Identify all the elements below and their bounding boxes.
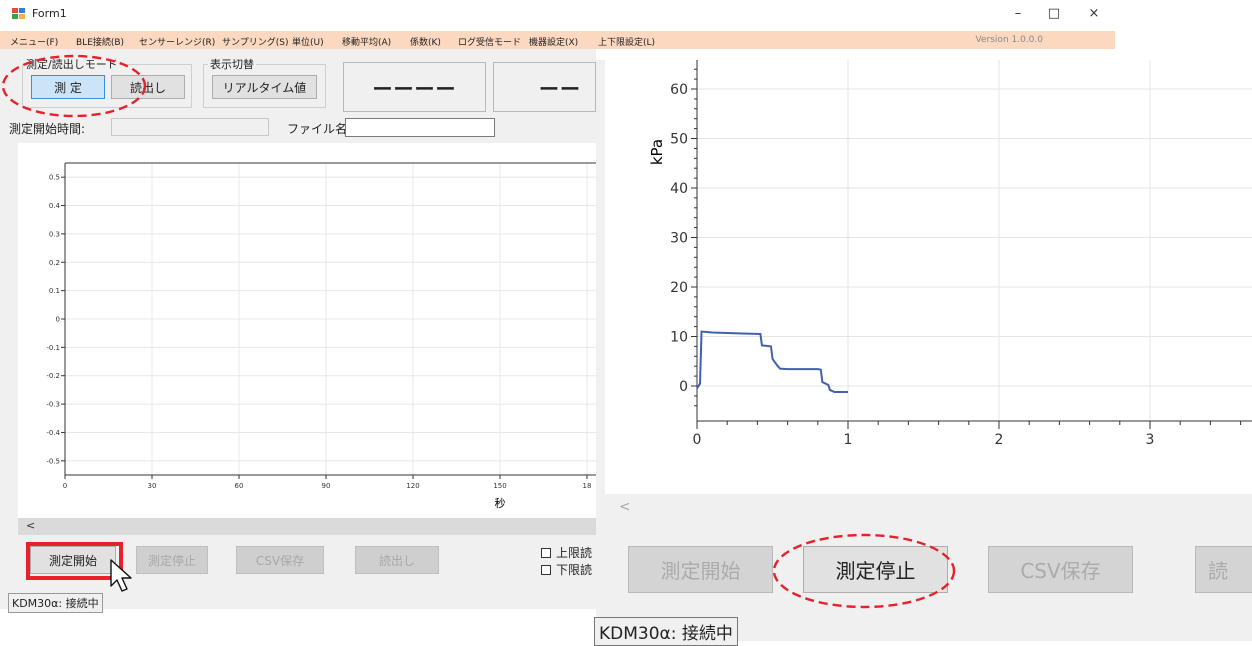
window-title: Form1 <box>32 7 67 20</box>
y-tick-label: 10 <box>670 330 688 346</box>
main-readout: ーーーー <box>343 62 486 112</box>
y-tick-label: 0.5 <box>49 174 60 182</box>
x-tick-label: 120 <box>406 482 419 490</box>
x-tick-label: 0 <box>63 482 67 490</box>
y-tick-label: -0.4 <box>46 429 60 437</box>
chart-scrollbar[interactable]: < <box>18 518 596 535</box>
upper-limit-label: 上限読 <box>556 546 593 560</box>
menu-item-unit[interactable]: 単位(U) <box>292 38 324 48</box>
start-time-field <box>111 118 269 136</box>
x-tick-label: 60 <box>235 482 244 490</box>
close-button[interactable]: × <box>1088 6 1100 21</box>
y-tick-label: 30 <box>670 231 688 247</box>
x-axis-label: 秒 <box>495 496 506 510</box>
menu-item-sampling[interactable]: サンプリング(S) <box>222 38 289 48</box>
y-tick-label: 0.4 <box>49 202 61 210</box>
checkbox-icon[interactable] <box>541 548 551 558</box>
zoom-chart-scrollbar[interactable]: < <box>605 494 1252 522</box>
menu-item-sensor-range[interactable]: センサーレンジ(R) <box>139 38 216 48</box>
connection-status: KDM30α: 接続中 <box>8 593 103 613</box>
stop-measure-button[interactable]: 測定停止 <box>136 546 208 574</box>
menu-item-moving-average[interactable]: 移動平均(A) <box>342 38 392 48</box>
y-tick-label: 0.3 <box>49 230 60 238</box>
csv-save-button[interactable]: CSV保存 <box>236 546 324 574</box>
scroll-left-icon[interactable]: < <box>619 499 631 515</box>
menu-bar: メニュー(F) BLE接続(B) センサーレンジ(R) サンプリング(S) 単位… <box>0 31 1115 49</box>
scroll-left-icon[interactable]: < <box>26 519 36 532</box>
y-tick-label: -0.1 <box>46 344 60 352</box>
minimize-button[interactable]: – <box>1014 6 1022 21</box>
x-tick-label: 150 <box>493 482 506 490</box>
time-chart: 0 30 60 90 120 150 18 0.5 0.4 0.3 0.2 0.1 0 -0.1 -0.2 -… <box>46 162 596 510</box>
y-tick-label: -0.5 <box>46 457 60 465</box>
start-time-label: 測定開始時間: <box>9 122 86 136</box>
y-tick-label: 0 <box>56 316 60 324</box>
upper-limit-checkbox[interactable]: 上限読 <box>541 544 592 561</box>
y-tick-label: 60 <box>670 82 688 98</box>
x-tick-label: 3 <box>1146 432 1155 448</box>
read-button-large[interactable]: 読 <box>1195 546 1252 593</box>
measure-mode-button[interactable]: 測 定 <box>31 75 105 99</box>
start-measure-button[interactable]: 測定開始 <box>30 546 116 574</box>
x-tick-label: 2 <box>995 432 1004 448</box>
menu-item-ble[interactable]: BLE接続(B) <box>76 38 125 48</box>
y-tick-label: 0 <box>679 379 688 395</box>
highlight-ellipse <box>772 533 956 609</box>
y-tick-label: 20 <box>670 280 688 296</box>
read-button[interactable]: 読出し <box>355 546 439 574</box>
pressure-chart: 0 1 2 3 60 50 40 30 20 10 0 kPa <box>648 60 1252 448</box>
menu-item-device-settings[interactable]: 機器設定(X) <box>529 38 579 48</box>
y-tick-label: -0.2 <box>46 372 60 380</box>
x-tick-label: 30 <box>148 482 157 490</box>
mode-group-label: 測定/読出しモード <box>24 56 120 72</box>
y-tick-label: -0.3 <box>46 401 60 409</box>
chart-panel: 0 30 60 90 120 150 18 0.5 0.4 0.3 0.2 0.1 0 -0.1 -0.2 -… <box>18 143 596 518</box>
y-axis-label: kPa <box>648 139 666 165</box>
y-tick-label: 40 <box>670 181 688 197</box>
file-name-input[interactable] <box>345 118 495 137</box>
checkbox-icon[interactable] <box>541 565 551 575</box>
start-measure-button-large[interactable]: 測定開始 <box>628 546 773 593</box>
y-tick-label: 0.2 <box>49 259 60 267</box>
menu-item-limit-settings[interactable]: 上下限設定(L) <box>598 38 656 48</box>
csv-save-button-large[interactable]: CSV保存 <box>988 546 1133 593</box>
lower-limit-label: 下限読 <box>556 563 593 577</box>
y-tick-label: 50 <box>670 132 688 148</box>
highlight-ellipse <box>1 54 147 118</box>
read-mode-button[interactable]: 読出し <box>111 75 185 99</box>
y-tick-label: 0.1 <box>49 287 60 295</box>
highlight-box <box>26 542 123 580</box>
menu-item-menu[interactable]: メニュー(F) <box>10 38 59 48</box>
pressure-series-line <box>696 330 848 393</box>
mouse-cursor-icon <box>110 559 132 592</box>
maximize-button[interactable]: □ <box>1047 6 1061 21</box>
zoom-chart-panel: 0 1 2 3 60 50 40 30 20 10 0 kPa <box>605 60 1252 494</box>
lower-limit-checkbox[interactable]: 下限読 <box>541 561 592 578</box>
version-label: Version 1.0.0.0 <box>975 35 1043 45</box>
x-tick-label: 1 <box>844 432 853 448</box>
x-tick-label: 18 <box>583 482 592 490</box>
file-name-label: ファイル名: <box>287 122 352 136</box>
display-switch-label: 表示切替 <box>208 56 256 72</box>
x-tick-label: 0 <box>693 432 702 448</box>
menu-item-coefficient[interactable]: 係数(K) <box>410 38 441 48</box>
secondary-readout: ーー <box>493 62 596 112</box>
realtime-value-button[interactable]: リアルタイム値 <box>212 75 317 99</box>
connection-status-large: KDM30α: 接続中 <box>594 617 738 646</box>
title-bar: Form1 – □ × <box>0 0 1115 30</box>
app-icon <box>12 8 26 20</box>
menu-item-log-receive[interactable]: ログ受信モード <box>458 38 522 48</box>
stop-measure-button-large[interactable]: 測定停止 <box>803 546 948 593</box>
x-tick-label: 90 <box>322 482 331 490</box>
